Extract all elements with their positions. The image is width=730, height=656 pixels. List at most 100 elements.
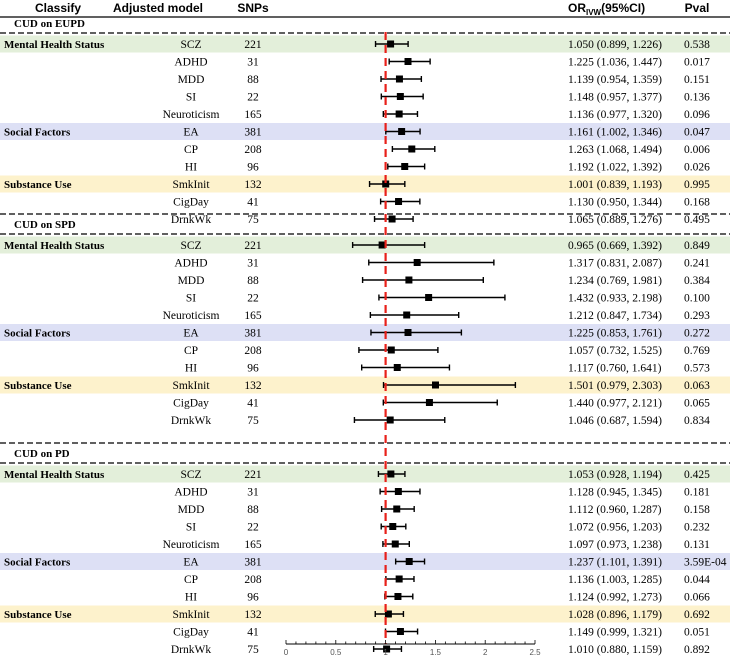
x-axis-tick-label: 2.5 — [529, 648, 541, 656]
row-pval: 0.692 — [684, 609, 710, 621]
row-snps: 208 — [244, 574, 262, 586]
row-snps: 41 — [247, 197, 259, 209]
row-snps: 75 — [247, 644, 259, 656]
x-axis-tick-label: 0.5 — [330, 648, 342, 656]
row-snps: 88 — [247, 504, 259, 516]
row-pval: 0.006 — [684, 144, 710, 156]
row-or-ci: 1.136 (0.977, 1.320) — [568, 109, 662, 121]
group-label: Substance Use — [4, 609, 72, 621]
row-model-label: SmkInit — [172, 609, 210, 621]
row-model-label: SI — [186, 293, 196, 305]
row-snps: 208 — [244, 345, 262, 357]
or-point — [395, 75, 403, 83]
row-snps: 165 — [244, 109, 262, 121]
row-or-ci: 1.117 (0.760, 1.641) — [568, 363, 662, 375]
group-label: Substance Use — [4, 380, 72, 392]
row-or-ci: 1.028 (0.896, 1.179) — [568, 609, 662, 621]
section-rules — [0, 32, 730, 464]
row-pval: 0.425 — [684, 469, 710, 481]
row-or-ci: 1.097 (0.973, 1.238) — [568, 539, 662, 551]
header-classify: Classify — [35, 1, 81, 15]
row-snps: 75 — [247, 415, 259, 427]
row-snps: 132 — [244, 609, 262, 621]
or-point — [408, 145, 416, 153]
row-model-label: SCZ — [180, 240, 201, 252]
row-pval: 0.573 — [684, 363, 710, 375]
row-snps: 96 — [247, 162, 259, 174]
or-point — [383, 645, 391, 653]
row-snps: 22 — [247, 293, 259, 305]
section-title: CUD on SPD — [14, 219, 76, 231]
row-or-ci: 1.001 (0.839, 1.193) — [568, 179, 662, 191]
row-snps: 221 — [244, 240, 262, 252]
row-model-label: ADHD — [174, 258, 207, 270]
row-model-label: HI — [185, 363, 197, 375]
row-pval: 0.769 — [684, 345, 710, 357]
row-pval: 0.026 — [684, 162, 710, 174]
row-pval: 0.272 — [684, 328, 710, 340]
or-point — [405, 558, 413, 565]
or-point — [391, 540, 399, 548]
or-point — [403, 311, 411, 319]
or-point — [401, 163, 409, 170]
row-or-ci: 1.237 (1.101, 1.391) — [568, 557, 662, 569]
row-snps: 31 — [247, 57, 259, 69]
row-snps: 221 — [244, 469, 262, 481]
row-model-label: MDD — [178, 74, 205, 86]
row-labels: CUD on EUPD Mental Health Status SCZ 221 1.0… — [4, 18, 727, 656]
row-model-label: CigDay — [173, 398, 209, 410]
row-model-label: HI — [185, 162, 197, 174]
group-label: Substance Use — [4, 179, 72, 191]
group-label: Social Factors — [4, 328, 71, 340]
x-axis-tick-label: 2 — [483, 648, 488, 656]
or-point — [398, 128, 406, 135]
row-snps: 165 — [244, 539, 262, 551]
row-snps: 31 — [247, 487, 259, 499]
row-model-label: CP — [184, 144, 198, 156]
row-pval: 0.136 — [684, 92, 710, 104]
row-model-label: SmkInit — [172, 380, 210, 392]
row-or-ci: 1.072 (0.956, 1.203) — [568, 522, 662, 534]
or-point — [387, 470, 395, 478]
row-model-label: CigDay — [173, 627, 209, 639]
row-snps: 22 — [247, 522, 259, 534]
row-or-ci: 1.136 (1.003, 1.285) — [568, 574, 662, 586]
row-or-ci: 1.149 (0.999, 1.321) — [568, 627, 662, 639]
row-model-label: SI — [186, 92, 196, 104]
row-model-label: DrnkWk — [171, 644, 211, 656]
or-point — [382, 180, 390, 188]
row-model-label: SI — [186, 522, 196, 534]
row-snps: 88 — [247, 74, 259, 86]
row-model-label: Neuroticism — [163, 109, 220, 121]
row-or-ci: 1.212 (0.847, 1.734) — [568, 310, 662, 322]
row-pval: 0.044 — [684, 574, 710, 586]
group-label: Mental Health Status — [4, 240, 105, 252]
row-or-ci: 1.128 (0.945, 1.345) — [568, 487, 662, 499]
row-pval: 0.017 — [684, 57, 710, 69]
or-point — [387, 40, 395, 48]
group-label: Mental Health Status — [4, 469, 105, 481]
forest-plot-area — [351, 32, 517, 653]
row-or-ci: 1.263 (1.068, 1.494) — [568, 144, 662, 156]
row-model-label: EA — [183, 127, 199, 139]
row-pval: 0.892 — [684, 644, 710, 656]
section-title: CUD on PD — [14, 448, 70, 460]
row-pval: 0.047 — [684, 127, 710, 139]
row-or-ci: 1.112 (0.960, 1.287) — [568, 504, 662, 516]
row-snps: 41 — [247, 627, 259, 639]
group-bands — [0, 35, 730, 623]
row-pval: 0.834 — [684, 415, 710, 427]
header-or-tail: (95%CI) — [601, 1, 645, 15]
section-title: CUD on EUPD — [14, 18, 85, 30]
row-or-ci: 1.148 (0.957, 1.377) — [568, 92, 662, 104]
row-model-label: DrnkWk — [171, 214, 211, 226]
row-pval: 0.849 — [684, 240, 710, 252]
or-point — [389, 523, 397, 530]
group-band — [0, 175, 730, 193]
row-or-ci: 1.053 (0.928, 1.194) — [568, 469, 662, 481]
row-pval: 0.241 — [684, 258, 710, 270]
or-point — [395, 575, 403, 583]
row-model-label: DrnkWk — [171, 415, 211, 427]
row-pval: 0.168 — [684, 197, 710, 209]
row-or-ci: 1.050 (0.899, 1.226) — [568, 39, 662, 51]
